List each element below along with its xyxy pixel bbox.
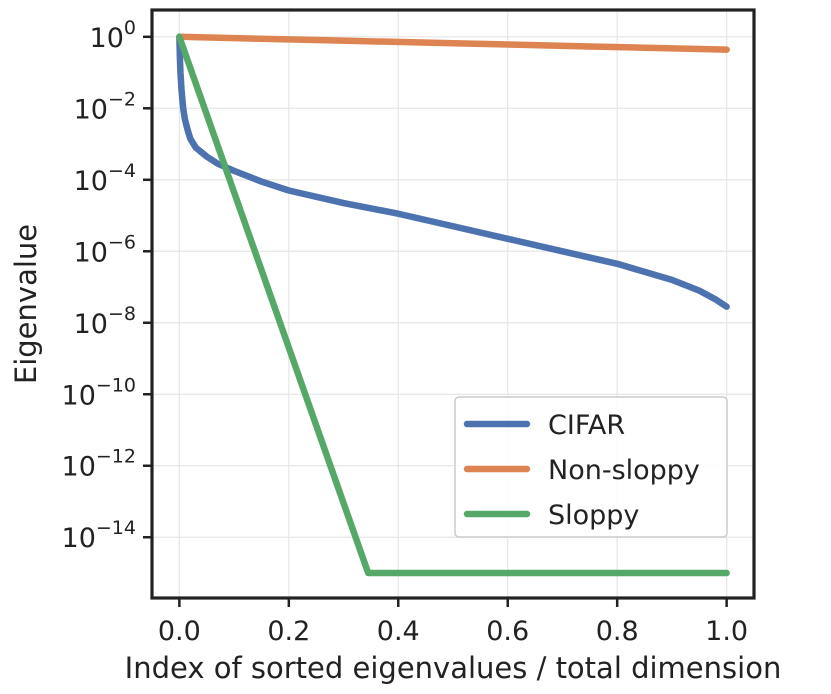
series-line-cifar (176, 33, 730, 310)
y-tick-label: 100 (90, 17, 136, 54)
y-axis-title: Eigenvalue (9, 224, 43, 384)
legend-label-non-sloppy: Non-sloppy (548, 455, 700, 486)
y-tick-label: 10−6 (74, 231, 136, 268)
x-tick-label: 0.2 (267, 616, 310, 647)
x-axis: 0.0 0.2 0.4 0.6 0.8 1.0 (158, 598, 748, 647)
y-tick-label: 10−14 (62, 517, 136, 554)
plot-frame (150, 8, 756, 600)
x-tick-label: 0.8 (596, 616, 639, 647)
legend-label-sloppy: Sloppy (548, 500, 639, 531)
legend-box (454, 396, 728, 538)
x-axis-title: Index of sorted eigenvalues / total dime… (125, 651, 782, 685)
series-line-non-sloppy (176, 33, 730, 53)
y-tick-label: 10−2 (74, 88, 136, 125)
y-tick-label: 10−8 (74, 303, 136, 340)
series-lines (176, 33, 730, 577)
legend-label-cifar: CIFAR (548, 410, 625, 441)
legend: CIFAR Non-sloppy Sloppy (454, 396, 728, 538)
x-tick-label: 1.0 (705, 616, 748, 647)
x-tick-label: 0.6 (486, 616, 529, 647)
x-tick-label: 0.0 (158, 616, 201, 647)
y-tick-label: 10−10 (62, 374, 136, 411)
x-tick-label: 0.4 (377, 616, 420, 647)
y-tick-label: 10−4 (74, 160, 136, 197)
y-axis: 100 10−2 10−4 10−6 10−8 10−10 10−12 10−14 (62, 17, 152, 554)
y-tick-label: 10−12 (62, 446, 136, 483)
series-line-sloppy (176, 33, 730, 577)
